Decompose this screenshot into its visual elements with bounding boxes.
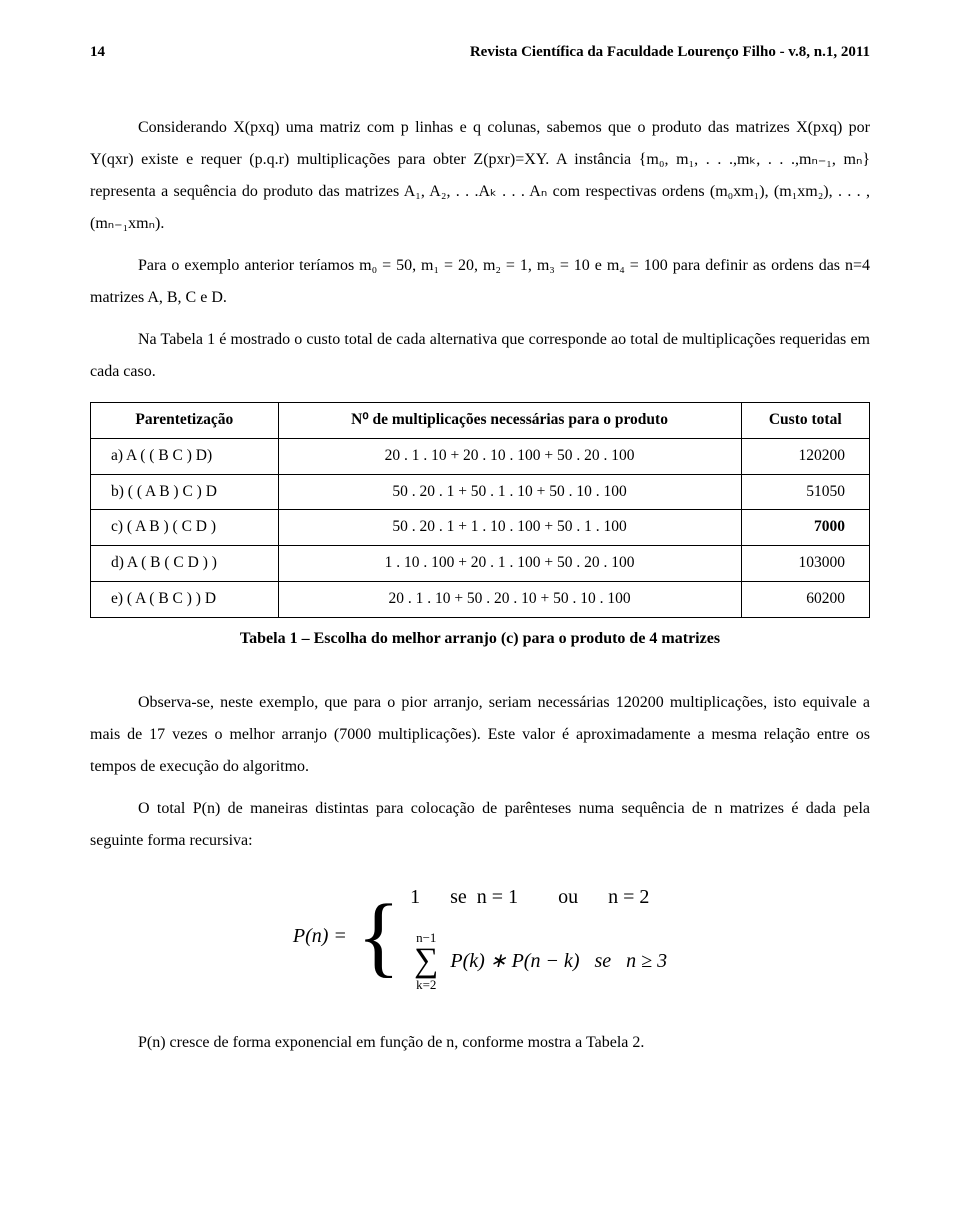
- sigma-icon: ∑: [414, 944, 438, 978]
- cell-parenthesization: d) A ( B ( C D ) ): [91, 546, 279, 582]
- col-header-3: Custo total: [741, 403, 870, 439]
- cell-multiplications: 50 . 20 . 1 + 1 . 10 . 100 + 50 . 1 . 10…: [278, 510, 741, 546]
- cell-total-cost: 120200: [741, 438, 870, 474]
- formula-cases: 1 se n = 1 ou n = 2 n−1 ∑ k=2 P(k) ∗ P(n…: [410, 881, 667, 991]
- table-row: c) ( A B ) ( C D )50 . 20 . 1 + 1 . 10 .…: [91, 510, 870, 546]
- formula-pn: P(n) = { 1 se n = 1 ou n = 2 n−1 ∑ k=2 P…: [90, 881, 870, 991]
- cell-total-cost: 7000: [741, 510, 870, 546]
- formula-case-1-text: 1 se n = 1 ou n = 2: [410, 881, 649, 913]
- table-row: b) ( ( A B ) C ) D50 . 20 . 1 + 50 . 1 .…: [91, 474, 870, 510]
- cell-parenthesization: a) A ( ( B C ) D): [91, 438, 279, 474]
- cell-total-cost: 103000: [741, 546, 870, 582]
- cell-multiplications: 20 . 1 . 10 + 50 . 20 . 10 + 50 . 10 . 1…: [278, 581, 741, 617]
- cell-multiplications: 1 . 10 . 100 + 20 . 1 . 100 + 50 . 20 . …: [278, 546, 741, 582]
- paragraph-6: P(n) cresce de forma exponencial em funç…: [90, 1027, 870, 1059]
- cell-parenthesization: b) ( ( A B ) C ) D: [91, 474, 279, 510]
- col-header-2: N⁰ de multiplicações necessárias para o …: [278, 403, 741, 439]
- table-row: a) A ( ( B C ) D)20 . 1 . 10 + 20 . 10 .…: [91, 438, 870, 474]
- table-1: Parentetização N⁰ de multiplicações nece…: [90, 402, 870, 618]
- paragraph-5: O total P(n) de maneiras distintas para …: [90, 793, 870, 857]
- cell-multiplications: 20 . 1 . 10 + 20 . 10 . 100 + 50 . 20 . …: [278, 438, 741, 474]
- left-brace-icon: {: [357, 896, 400, 977]
- paragraph-2: Para o exemplo anterior teríamos m₀ = 50…: [90, 250, 870, 314]
- table-header-row: Parentetização N⁰ de multiplicações nece…: [91, 403, 870, 439]
- formula-lhs: P(n) =: [293, 920, 347, 952]
- journal-title: Revista Científica da Faculdade Lourenço…: [470, 40, 870, 64]
- cell-total-cost: 51050: [741, 474, 870, 510]
- page-number: 14: [90, 40, 105, 64]
- table-row: d) A ( B ( C D ) )1 . 10 . 100 + 20 . 1 …: [91, 546, 870, 582]
- cell-parenthesization: e) ( A ( B C ) ) D: [91, 581, 279, 617]
- paragraph-3: Na Tabela 1 é mostrado o custo total de …: [90, 324, 870, 388]
- formula-case-1: 1 se n = 1 ou n = 2: [410, 881, 667, 913]
- summation-icon: n−1 ∑ k=2: [414, 931, 438, 991]
- cell-parenthesization: c) ( A B ) ( C D ): [91, 510, 279, 546]
- paragraph-1: Considerando X(pxq) uma matriz com p lin…: [90, 112, 870, 240]
- cell-total-cost: 60200: [741, 581, 870, 617]
- formula-case-2: n−1 ∑ k=2 P(k) ∗ P(n − k) se n ≥ 3: [410, 931, 667, 991]
- cell-multiplications: 50 . 20 . 1 + 50 . 1 . 10 + 50 . 10 . 10…: [278, 474, 741, 510]
- paragraph-4: Observa-se, neste exemplo, que para o pi…: [90, 687, 870, 783]
- page-header: 14 Revista Científica da Faculdade Loure…: [90, 40, 870, 64]
- table-caption: Tabela 1 – Escolha do melhor arranjo (c)…: [90, 626, 870, 652]
- table-row: e) ( A ( B C ) ) D20 . 1 . 10 + 50 . 20 …: [91, 581, 870, 617]
- formula-case-2-text: P(k) ∗ P(n − k) se n ≥ 3: [450, 945, 667, 977]
- col-header-1: Parentetização: [91, 403, 279, 439]
- sum-lower: k=2: [416, 978, 436, 991]
